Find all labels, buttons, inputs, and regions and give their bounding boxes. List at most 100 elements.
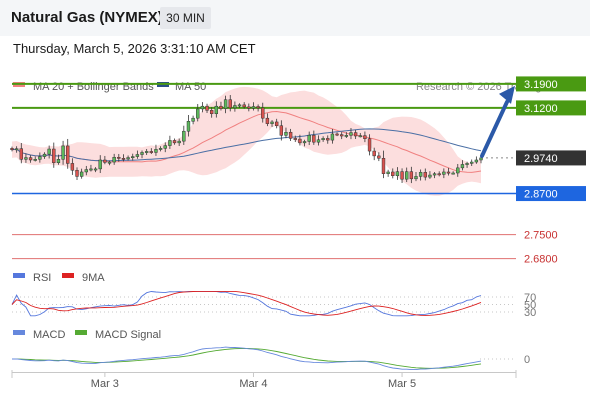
- candle: [326, 135, 330, 144]
- candle-body: [409, 171, 414, 180]
- candle: [358, 132, 362, 138]
- candle-body: [418, 172, 423, 177]
- candle-body: [293, 138, 297, 140]
- candle-body: [423, 172, 427, 178]
- candle: [196, 104, 200, 122]
- candle: [75, 167, 79, 180]
- candle: [367, 134, 372, 156]
- candle-body: [302, 141, 307, 144]
- candle: [391, 168, 395, 179]
- candle: [205, 103, 209, 113]
- rsi-ma-line: [11, 290, 482, 316]
- candle: [279, 120, 284, 141]
- candle: [418, 169, 423, 181]
- candle: [186, 114, 191, 137]
- candle-body: [66, 145, 70, 164]
- candle-body: [256, 106, 260, 109]
- candle: [386, 169, 390, 177]
- candle-body: [479, 157, 483, 161]
- candle-body: [93, 168, 98, 171]
- candle: [135, 150, 140, 159]
- candle: [298, 134, 302, 146]
- candle: [265, 113, 270, 127]
- candle-body: [326, 138, 330, 141]
- candle: [38, 152, 42, 163]
- candle: [79, 168, 84, 179]
- candle: [200, 102, 205, 113]
- candle-body: [177, 140, 181, 144]
- candles: [10, 95, 483, 184]
- candle: [261, 102, 265, 123]
- candle: [256, 104, 260, 112]
- candle: [154, 144, 158, 156]
- candle-body: [298, 138, 302, 144]
- candle: [270, 120, 274, 127]
- candle: [117, 153, 121, 162]
- ma50-legend-label: MA 50: [175, 81, 206, 93]
- candle: [405, 167, 409, 183]
- candle: [432, 171, 437, 179]
- candle-body: [38, 156, 42, 160]
- candle: [126, 155, 130, 161]
- candle-body: [158, 148, 163, 150]
- candle-body: [446, 171, 451, 174]
- candle: [460, 160, 465, 171]
- candle-body: [400, 171, 404, 180]
- candle: [349, 128, 353, 140]
- candle: [372, 147, 376, 161]
- macd-panel: 0: [11, 346, 530, 371]
- candle-body: [474, 159, 479, 163]
- candle: [288, 128, 293, 142]
- level-badge-2.8700: [516, 186, 586, 202]
- timeframe-button[interactable]: 30 MIN: [160, 7, 211, 29]
- candle: [363, 131, 367, 143]
- candle-body: [149, 151, 153, 153]
- candle: [242, 102, 246, 109]
- forecast-arrow-head: [499, 85, 515, 104]
- candle-body: [386, 171, 390, 174]
- candle-body: [261, 107, 265, 119]
- candle-body: [186, 121, 191, 132]
- candle-body: [24, 157, 28, 160]
- candle: [93, 167, 98, 173]
- candle-body: [28, 157, 33, 161]
- candle: [177, 138, 181, 147]
- macd-line: [11, 346, 482, 371]
- candle-body: [191, 117, 195, 122]
- candle-body: [200, 105, 205, 110]
- candle-body: [47, 148, 51, 155]
- instrument-title: Natural Gas (NYMEX): [11, 9, 163, 26]
- level-label-2.9740: 2.9740: [524, 153, 558, 165]
- candle: [131, 153, 135, 161]
- candle-body: [172, 140, 177, 144]
- candle: [237, 103, 242, 108]
- x-tick-label: Mar 3: [91, 378, 119, 390]
- candle: [247, 103, 251, 112]
- candle: [191, 115, 195, 125]
- candle: [182, 125, 186, 145]
- candle-body: [432, 173, 437, 176]
- forecast-arrow: [480, 85, 515, 158]
- x-tick-label: Mar 4: [239, 378, 267, 390]
- candle-body: [251, 106, 256, 109]
- candle: [233, 101, 237, 112]
- candle: [42, 152, 47, 159]
- candle-body: [196, 108, 200, 119]
- candle-body: [214, 105, 219, 114]
- rsi-ma-legend-label: 9MA: [82, 272, 105, 284]
- candle: [395, 167, 400, 180]
- candle-body: [353, 132, 358, 137]
- candle: [353, 129, 358, 140]
- candle: [335, 132, 339, 137]
- level-label-3.1200: 3.1200: [524, 103, 558, 115]
- rsi-legend-label: RSI: [33, 272, 51, 284]
- candle-body: [10, 148, 14, 150]
- candle-body: [144, 151, 149, 153]
- candle: [414, 171, 418, 182]
- candle: [316, 135, 321, 146]
- level-label-2.7500: 2.7500: [524, 230, 558, 242]
- candle-body: [56, 159, 61, 163]
- candle-body: [344, 135, 349, 137]
- candle: [168, 135, 172, 149]
